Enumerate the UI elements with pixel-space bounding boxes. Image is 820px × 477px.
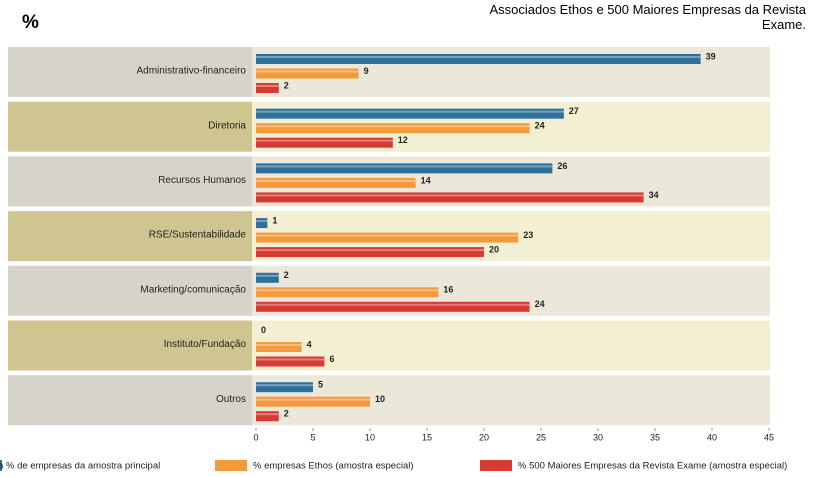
bar [256, 68, 359, 79]
bar-highlight [256, 358, 325, 361]
bar [256, 108, 564, 119]
category-label: Diretoria [208, 120, 246, 131]
x-tick-label: 0 [253, 432, 258, 442]
row-label-panel [8, 375, 252, 426]
value-label: 10 [375, 394, 385, 404]
bar [256, 54, 701, 64]
bar-highlight [256, 70, 359, 73]
x-tick-label: 30 [593, 432, 603, 442]
bar-highlight [256, 384, 313, 387]
category-label: Marketing/comunicação [140, 284, 246, 295]
x-tick-label: 10 [365, 432, 375, 442]
x-tick-label: 35 [650, 432, 660, 442]
row-label-panel [8, 265, 252, 316]
value-label: 24 [535, 121, 545, 131]
value-label: 26 [557, 161, 567, 171]
row-label-panel [8, 47, 252, 97]
bar [256, 342, 302, 352]
category-label: Administrativo-financeiro [137, 66, 247, 77]
bar [256, 123, 530, 134]
category-label: RSE/Sustentabilidade [149, 230, 247, 241]
bar [256, 396, 370, 407]
value-label: 0 [261, 325, 266, 335]
row-label-panel [8, 320, 252, 371]
value-label: 4 [307, 339, 312, 349]
row-label-panel [8, 211, 252, 262]
bar [256, 177, 416, 188]
x-tick-label: 5 [310, 432, 315, 442]
value-label: 16 [443, 285, 453, 295]
bar-highlight [256, 274, 279, 277]
x-tick-label: 40 [707, 432, 717, 442]
row-label-panel [8, 156, 252, 207]
bar [256, 218, 268, 229]
chart-subtitle: Associados Ethos e 500 Maiores Empresas … [489, 2, 807, 32]
value-label: 1 [272, 215, 277, 225]
value-label: 2 [284, 409, 289, 419]
bar [256, 301, 530, 312]
bar-highlight [256, 179, 416, 182]
bar [256, 287, 439, 298]
legend-swatch [0, 460, 2, 471]
value-label: 23 [523, 230, 533, 240]
bar-highlight [256, 165, 553, 168]
value-label: 12 [398, 135, 408, 145]
bar-highlight [256, 234, 519, 237]
x-tick-label: 25 [536, 432, 546, 442]
bar-highlight [256, 344, 302, 346]
bar-highlight [256, 303, 530, 306]
bar [256, 192, 644, 203]
value-label: 27 [569, 106, 579, 116]
x-tick-label: 45 [764, 432, 774, 442]
value-label: 34 [649, 190, 659, 200]
value-label: 5 [318, 380, 323, 390]
legend-swatch [480, 460, 512, 471]
bar [256, 411, 279, 422]
category-label: Instituto/Fundação [164, 339, 247, 350]
category-label: Recursos Humanos [158, 175, 246, 186]
legend-label: % 500 Maiores Empresas da Revista Exame … [518, 461, 787, 472]
legend-label: ia % de empresas da amostra principal [0, 461, 160, 472]
value-label: 9 [364, 66, 369, 76]
bar-highlight [256, 289, 439, 292]
value-label: 6 [329, 354, 334, 364]
value-label: 2 [284, 80, 289, 90]
value-label: 2 [284, 270, 289, 280]
value-label: 20 [489, 244, 499, 254]
bar-highlight [256, 249, 484, 252]
row-label-panel [8, 101, 252, 152]
bar [256, 232, 519, 243]
x-tick-label: 15 [422, 432, 432, 442]
bar-highlight [256, 139, 393, 142]
value-label: 39 [706, 51, 716, 61]
bar-highlight [256, 56, 701, 58]
bar-highlight [256, 194, 644, 197]
bar-highlight [256, 413, 279, 416]
bar [256, 83, 279, 93]
bar-highlight [256, 398, 370, 401]
bar [256, 382, 313, 393]
row-plot-panel [252, 320, 770, 371]
bar-highlight [256, 85, 279, 87]
x-tick-label: 20 [479, 432, 489, 442]
bar-highlight [256, 220, 268, 223]
value-label: 24 [535, 299, 545, 309]
bar [256, 137, 393, 148]
value-label: 14 [421, 175, 431, 185]
legend-swatch [215, 460, 247, 471]
legend-label: % empresas Ethos (amostra especial) [253, 461, 414, 472]
bar-highlight [256, 110, 564, 113]
bar [256, 163, 553, 174]
bar [256, 356, 325, 367]
category-label: Outros [216, 394, 246, 405]
bar-highlight [256, 125, 530, 128]
bar [256, 247, 484, 258]
bar [256, 272, 279, 283]
chart-title: % [22, 12, 39, 33]
